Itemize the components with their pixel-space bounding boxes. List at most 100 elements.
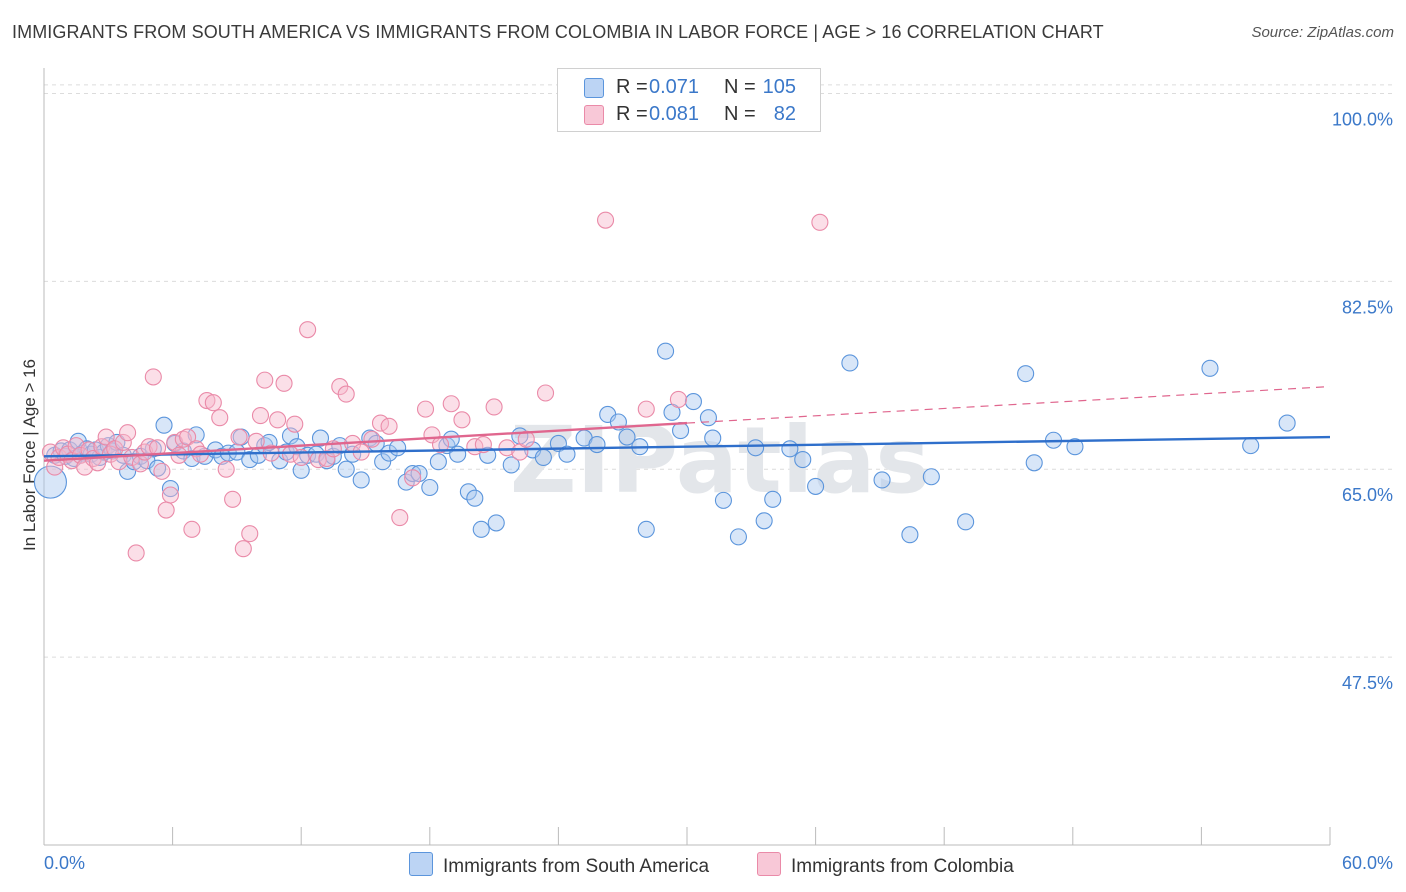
colombia-point (442, 395, 460, 413)
south-america-point (657, 342, 675, 360)
south-america-point (841, 354, 859, 372)
south-america-point (404, 464, 422, 483)
colombia-point (161, 486, 180, 504)
legend-swatch-pink (584, 105, 604, 125)
legend-n-value: 105 (762, 76, 796, 98)
colombia-point (198, 391, 216, 410)
south-america-point (487, 514, 505, 532)
colombia-point (241, 525, 259, 543)
south-america-point (957, 513, 975, 531)
colombia-point (217, 460, 235, 478)
south-america-point (922, 468, 940, 486)
south-america-point (901, 526, 919, 544)
legend-row-colombia: R = 0.081 N = 82 (558, 100, 820, 128)
south-america-point (618, 428, 636, 446)
colombia-point (153, 462, 171, 480)
south-america-point (449, 445, 467, 463)
x-tick-labels: 0.0% 60.0% (44, 853, 1393, 873)
y-tick-label: 82.5% (1342, 297, 1393, 317)
y-tick-labels: 47.5% 65.0% 82.5% 100.0% (1332, 109, 1393, 693)
south-america-point (672, 422, 690, 440)
south-america-point (119, 462, 137, 480)
colombia-point (318, 449, 336, 468)
colombia-point (498, 439, 516, 457)
legend-swatch-blue (409, 852, 433, 876)
colombia-point (234, 540, 252, 558)
south-america-point (781, 440, 799, 458)
legend-n-label: N = (724, 76, 756, 98)
colombia-point (637, 400, 655, 418)
south-america-point (794, 451, 812, 469)
colombia-point (211, 409, 229, 427)
colombia-point (110, 453, 128, 471)
colombia-point (230, 428, 248, 446)
colombia-point (119, 424, 137, 442)
south-america-point (747, 439, 765, 457)
colombia-point (157, 501, 175, 519)
colombia-point (183, 520, 201, 538)
south-america-point (1066, 438, 1084, 456)
south-america-point (755, 512, 773, 530)
colombia-point (485, 398, 503, 416)
legend-label: Immigrants from Colombia (791, 856, 1014, 877)
colombia-point (269, 411, 287, 429)
colombia-point (597, 211, 615, 229)
south-america-point (352, 471, 370, 489)
south-america-point (714, 491, 732, 509)
colombia-point (127, 544, 145, 562)
colombia-point (204, 394, 222, 412)
legend-n-label: N = (724, 103, 756, 125)
y-axis-label: In Labor Force | Age > 16 (20, 359, 39, 551)
colombia-point (224, 490, 242, 508)
south-america-trend-line (43, 435, 1331, 458)
y-tick-label: 100.0% (1332, 109, 1393, 129)
colombia-point (286, 415, 304, 433)
south-america-point (466, 489, 484, 507)
colombia-point (517, 430, 535, 448)
legend-swatch-pink (757, 852, 781, 876)
colombia-point (97, 428, 115, 446)
gridlines (44, 84, 1392, 658)
correlation-legend: R = 0.071 N = 105 R = 0.081 N = 82 (557, 68, 821, 132)
y-tick-label: 65.0% (1342, 485, 1393, 505)
chart-title: IMMIGRANTS FROM SOUTH AMERICA VS IMMIGRA… (12, 22, 1104, 42)
bottom-legend-south-america: Immigrants from South America (409, 852, 709, 878)
x-tick-label: 0.0% (44, 853, 85, 873)
south-america-point (429, 453, 447, 471)
colombia-point (363, 430, 381, 448)
south-america-point (764, 490, 782, 508)
south-america-point (292, 461, 310, 479)
colombia-point (391, 508, 409, 527)
south-america-point (558, 445, 576, 463)
south-america-point (807, 477, 825, 495)
south-america-point (442, 430, 460, 448)
south-america-point (1017, 365, 1035, 383)
colombia-point (144, 368, 162, 386)
colombia-point (275, 374, 293, 392)
south-america-point (1025, 454, 1043, 472)
watermark-text: ZIPatlas (510, 407, 930, 514)
colombia-point (536, 384, 555, 402)
colombia-trend-line (686, 385, 1331, 424)
colombia-point (337, 385, 355, 403)
south-america-point (699, 409, 717, 427)
south-america-point (311, 429, 330, 447)
colombia-point (114, 433, 132, 451)
colombia-point (299, 321, 317, 339)
south-america-point (479, 446, 497, 464)
south-america-point (155, 416, 173, 434)
south-america-point (704, 429, 722, 447)
colombia-point (811, 213, 829, 231)
colombia-point (404, 469, 422, 487)
colombia-trend-line (43, 421, 688, 462)
south-america-point (502, 456, 520, 474)
south-america-point (637, 520, 655, 538)
bottom-legend-colombia: Immigrants from Colombia (757, 852, 1014, 878)
colombia-point (453, 411, 471, 429)
colombia-point (416, 400, 435, 418)
south-america-point (472, 520, 490, 538)
south-america-point (1278, 414, 1296, 432)
legend-r-value: 0.081 (649, 103, 700, 125)
south-america-point (729, 528, 747, 546)
